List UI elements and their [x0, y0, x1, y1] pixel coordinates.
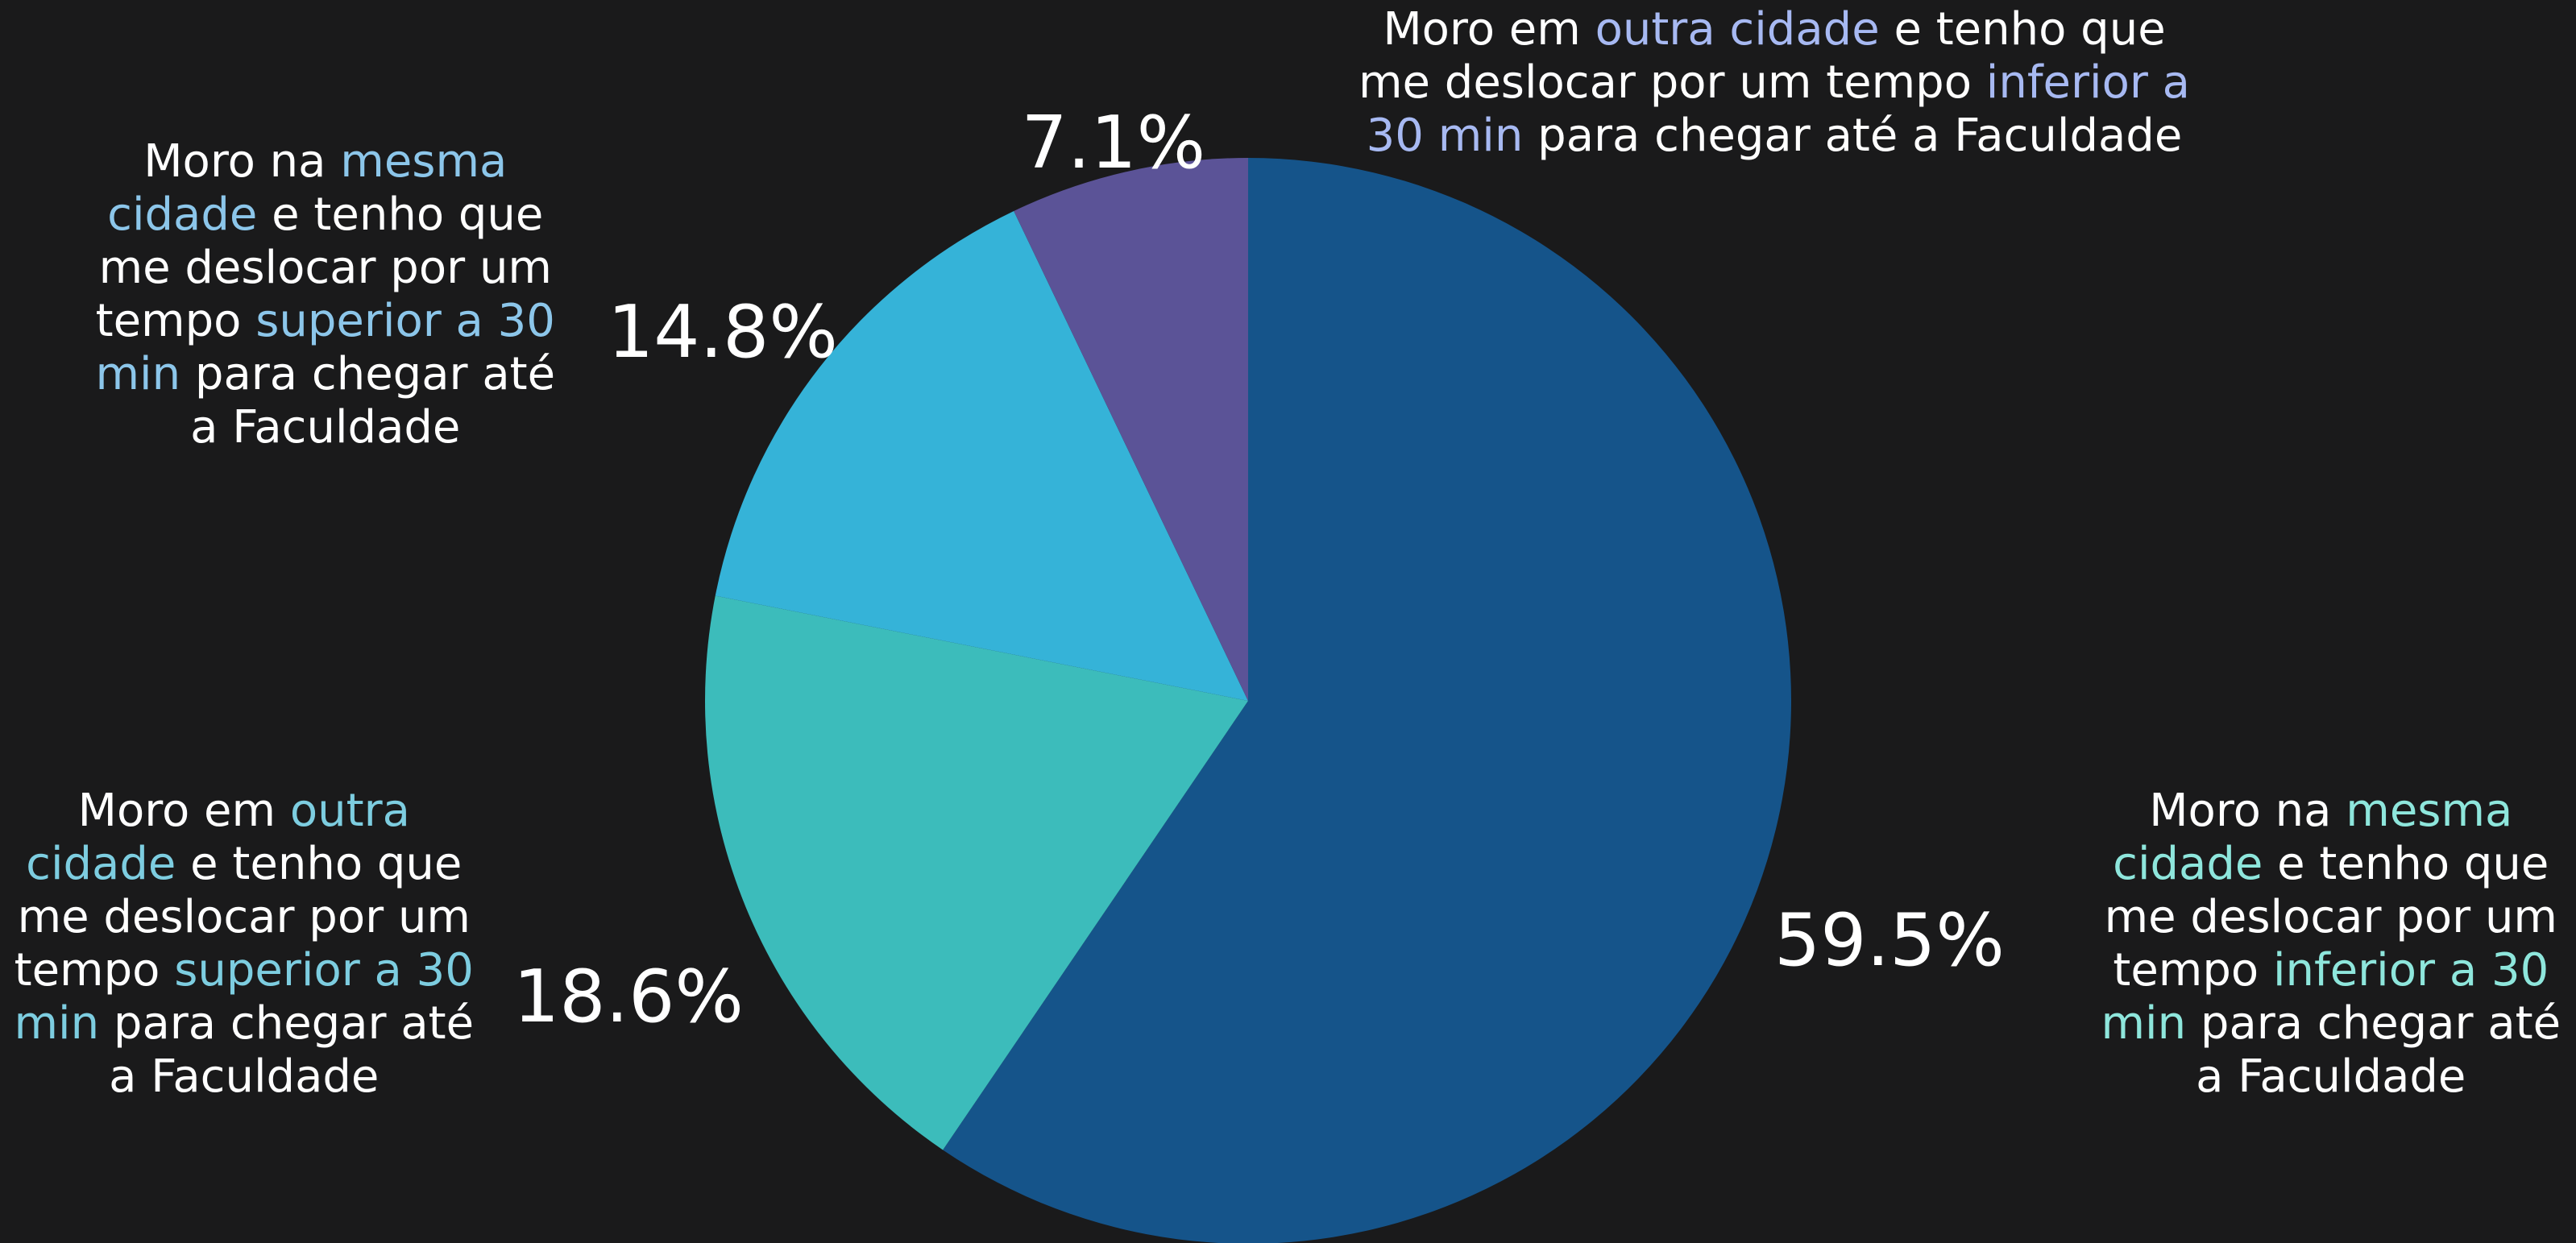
slice-category-label-line: cidade e tenho que	[96, 189, 556, 242]
slice-category-label-1: Moro na mesma cidade e tenho que me desloc…	[2101, 785, 2561, 1104]
highlighted-text: outra	[289, 785, 410, 837]
slice-percent-label-2: 18.6%	[513, 955, 744, 1039]
label-text: Moro em	[77, 785, 290, 837]
label-text: para chegar até a Faculdade	[1523, 110, 2183, 162]
pie-slice-4	[1014, 158, 1248, 701]
highlighted-text: min	[14, 997, 100, 1050]
slice-category-label-line: me deslocar por um	[2101, 891, 2561, 944]
label-text: a Faculdade	[190, 401, 461, 454]
slice-category-label-line: me deslocar por um	[96, 242, 556, 295]
label-text: me deslocar por um	[17, 891, 471, 943]
label-text: e tenho que	[176, 838, 463, 890]
label-text: tempo	[2113, 944, 2273, 996]
slice-category-label-line: a Faculdade	[15, 1050, 475, 1104]
highlighted-text: cidade	[26, 838, 176, 890]
label-text: tempo	[14, 944, 175, 996]
slice-category-label-line: cidade e tenho que	[2101, 838, 2561, 891]
label-text: me deslocar por um	[2104, 891, 2557, 943]
label-text: Moro na	[2149, 785, 2346, 837]
slice-percent-label-1: 59.5%	[1774, 898, 2005, 983]
label-text: a Faculdade	[2196, 1050, 2466, 1103]
pie-slice-1	[943, 158, 1791, 1243]
slice-category-label-line: min para chegar até	[96, 348, 556, 401]
label-text: para chegar até	[2186, 997, 2561, 1050]
slice-category-label-line: 30 min para chegar até a Faculdade	[1359, 110, 2190, 163]
slice-category-label-line: a Faculdade	[96, 401, 556, 454]
slice-category-label-line: Moro na mesma	[96, 135, 556, 189]
highlighted-text: superior a 30	[174, 944, 474, 996]
slice-category-label-line: me deslocar por um	[15, 891, 475, 944]
slice-percent-label-4: 7.1%	[1021, 101, 1206, 185]
slice-category-label-line: a Faculdade	[2101, 1050, 2561, 1104]
highlighted-text: cidade	[2113, 838, 2263, 890]
label-text: me deslocar por um	[98, 242, 552, 294]
label-text: a Faculdade	[109, 1050, 380, 1103]
highlighted-text: min	[95, 348, 181, 400]
slice-category-label-4: Moro em outra cidade e tenho que me deslo…	[1359, 3, 2190, 163]
label-text: tempo	[95, 295, 256, 347]
pie-slice-3	[715, 210, 1248, 702]
slice-category-label-line: tempo superior a 30	[15, 944, 475, 997]
slice-category-label-line: cidade e tenho que	[15, 838, 475, 891]
slice-category-label-line: me deslocar por um tempo inferior a	[1359, 56, 2190, 110]
highlighted-text: cidade	[107, 189, 258, 241]
label-text: e tenho que	[1879, 3, 2166, 56]
label-text: me deslocar por um tempo	[1359, 56, 1986, 109]
label-text: e tenho que	[257, 189, 544, 241]
label-text: para chegar até	[99, 997, 475, 1050]
highlighted-text: 30 min	[1366, 110, 1524, 162]
slice-category-label-3: Moro na mesma cidade e tenho que me desloc…	[96, 135, 556, 454]
label-text: e tenho que	[2263, 838, 2549, 890]
label-text: Moro na	[143, 135, 341, 188]
label-text: Moro em	[1383, 3, 1595, 56]
highlighted-text: inferior a	[1985, 56, 2190, 109]
highlighted-text: superior a 30	[255, 295, 555, 347]
highlighted-text: mesma	[340, 135, 508, 188]
highlighted-text: inferior a 30	[2272, 944, 2549, 996]
highlighted-text: outra cidade	[1595, 3, 1880, 56]
label-text: para chegar até	[180, 348, 556, 400]
slice-category-label-line: Moro em outra cidade e tenho que	[1359, 3, 2190, 56]
slice-percent-label-3: 14.8%	[608, 290, 838, 375]
slice-category-label-line: Moro na mesma	[2101, 785, 2561, 838]
pie-slice-2	[704, 595, 1248, 1150]
slice-category-label-line: min para chegar até	[15, 997, 475, 1050]
highlighted-text: min	[2101, 997, 2187, 1050]
slice-category-label-line: tempo superior a 30	[96, 295, 556, 348]
slice-category-label-line: Moro em outra	[15, 785, 475, 838]
slice-category-label-line: tempo inferior a 30	[2101, 944, 2561, 997]
slice-category-label-line: min para chegar até	[2101, 997, 2561, 1050]
slice-category-label-2: Moro em outra cidade e tenho que me desloc…	[15, 785, 475, 1104]
highlighted-text: mesma	[2346, 785, 2513, 837]
